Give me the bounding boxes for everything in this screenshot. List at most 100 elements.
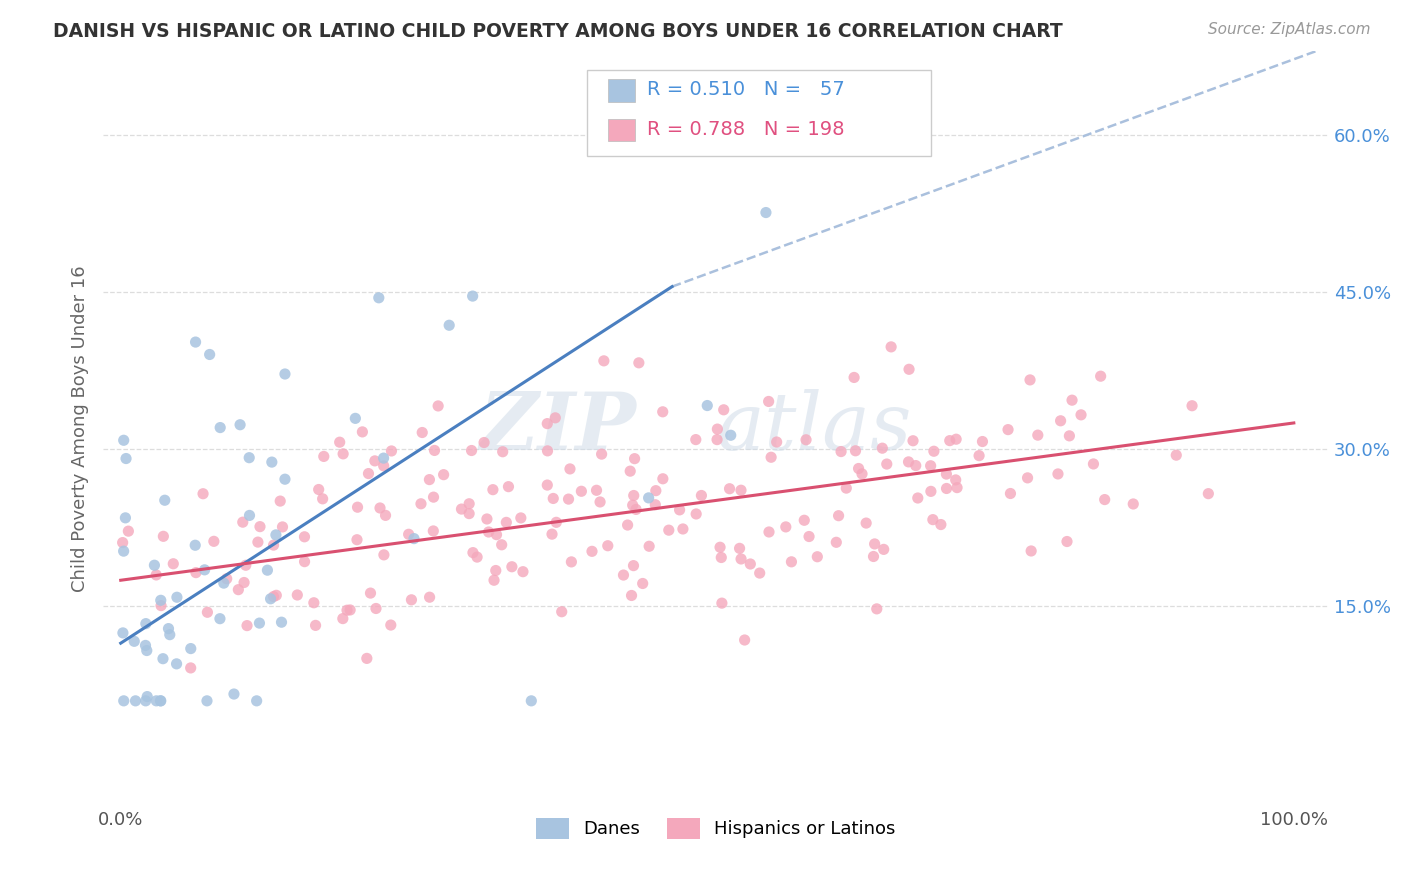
Point — [145, 694, 167, 708]
Point — [270, 615, 292, 630]
Point — [851, 467, 873, 481]
Point — [360, 586, 382, 600]
Point — [194, 563, 217, 577]
Point — [939, 434, 962, 448]
Point — [546, 516, 568, 530]
Point — [339, 603, 361, 617]
Point — [460, 443, 482, 458]
Point — [880, 340, 903, 354]
Point — [238, 508, 260, 523]
Point — [945, 432, 967, 446]
Point — [495, 516, 517, 530]
Point — [285, 588, 308, 602]
Point — [274, 367, 297, 381]
Point — [907, 491, 929, 505]
Text: DANISH VS HISPANIC OR LATINO CHILD POVERTY AMONG BOYS UNDER 16 CORRELATION CHART: DANISH VS HISPANIC OR LATINO CHILD POVER… — [53, 22, 1063, 41]
Text: R = 0.510   N =   57: R = 0.510 N = 57 — [647, 80, 845, 99]
Point — [356, 651, 378, 665]
Point — [498, 480, 520, 494]
Point — [256, 563, 278, 577]
Point — [855, 516, 877, 530]
Point — [748, 566, 770, 580]
Point — [124, 694, 146, 708]
Point — [644, 498, 666, 512]
Point — [1094, 492, 1116, 507]
Point — [1181, 399, 1204, 413]
Point — [706, 422, 728, 436]
Point — [159, 628, 181, 642]
Point — [184, 538, 207, 552]
Point — [166, 657, 188, 671]
FancyBboxPatch shape — [588, 70, 931, 156]
Point — [238, 450, 260, 465]
Point — [304, 618, 326, 632]
Point — [1060, 393, 1083, 408]
Point — [830, 444, 852, 458]
Point — [623, 489, 645, 503]
Point — [143, 558, 166, 573]
Point — [112, 434, 135, 448]
Point — [637, 491, 659, 505]
Point — [619, 464, 641, 478]
Point — [848, 461, 870, 475]
Point — [215, 572, 238, 586]
Point — [638, 539, 661, 553]
Point — [551, 605, 574, 619]
Point — [135, 643, 157, 657]
Point — [897, 455, 920, 469]
Point — [149, 593, 172, 607]
Point — [827, 508, 849, 523]
Point — [380, 618, 402, 632]
Point — [558, 462, 581, 476]
Point — [184, 566, 207, 580]
Bar — [609, 119, 636, 141]
Point — [482, 483, 505, 497]
Point — [134, 639, 156, 653]
Point — [775, 520, 797, 534]
Point — [718, 482, 741, 496]
Point — [967, 449, 990, 463]
Point — [485, 564, 508, 578]
Point — [920, 484, 942, 499]
Point — [591, 447, 613, 461]
Point — [373, 458, 395, 473]
Point — [115, 451, 138, 466]
Point — [651, 472, 673, 486]
Point — [709, 541, 731, 555]
Point — [1083, 457, 1105, 471]
Point — [1070, 408, 1092, 422]
Point — [1019, 373, 1042, 387]
Point — [135, 616, 157, 631]
Point — [696, 399, 718, 413]
Point — [921, 513, 943, 527]
Point — [1019, 544, 1042, 558]
Point — [713, 402, 735, 417]
Point — [740, 557, 762, 571]
Point — [585, 483, 607, 498]
Point — [263, 538, 285, 552]
Point — [720, 428, 742, 442]
Point — [117, 524, 139, 538]
Point — [263, 590, 285, 604]
Point — [122, 634, 145, 648]
Point — [373, 451, 395, 466]
Point — [149, 694, 172, 708]
Point — [364, 454, 387, 468]
Point — [972, 434, 994, 449]
Point — [631, 576, 654, 591]
Point — [624, 502, 647, 516]
Point — [357, 467, 380, 481]
Point — [621, 498, 644, 512]
Point — [1056, 534, 1078, 549]
Point — [668, 503, 690, 517]
Point — [197, 605, 219, 619]
Point — [620, 589, 643, 603]
Point — [873, 542, 896, 557]
Point — [1049, 414, 1071, 428]
Point — [458, 507, 481, 521]
Point — [728, 541, 751, 556]
Point — [111, 626, 134, 640]
Point — [114, 511, 136, 525]
Point — [866, 602, 889, 616]
Point — [644, 483, 666, 498]
